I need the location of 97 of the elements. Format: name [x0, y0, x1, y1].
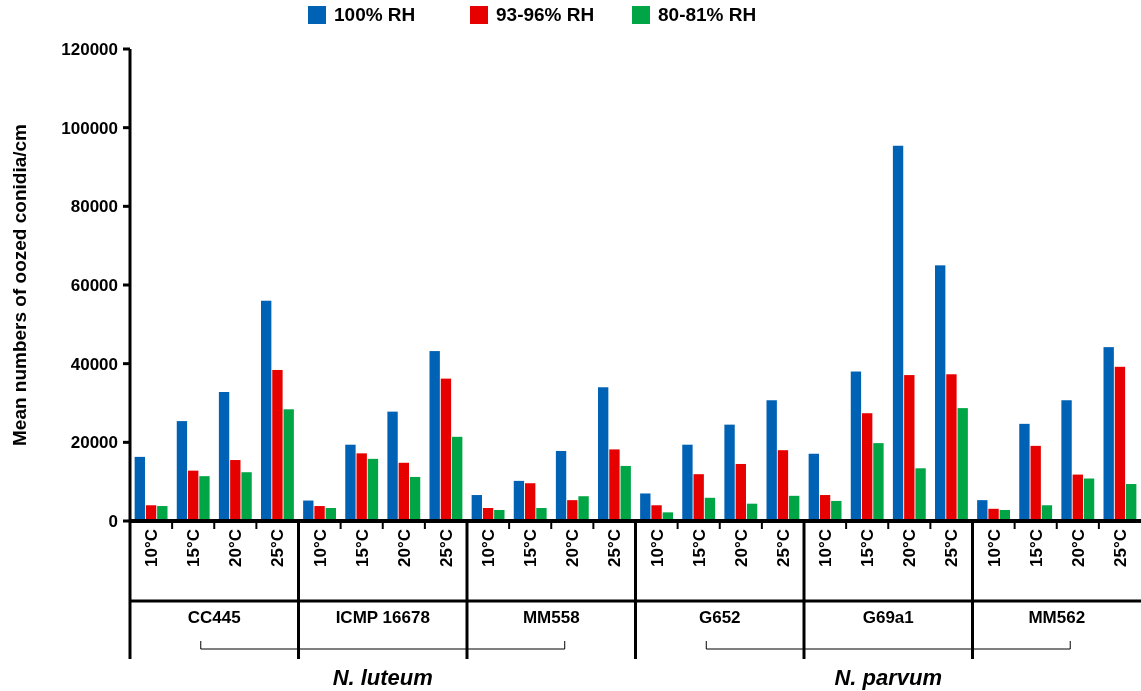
legend-label: 93-96% RH [496, 4, 595, 25]
x-tick-label: 25°C [773, 529, 793, 567]
y-tick-label: 20000 [70, 433, 118, 453]
bar [261, 300, 272, 521]
text: G69a1 [862, 608, 914, 627]
bar [1114, 366, 1126, 521]
bar [766, 400, 777, 521]
bar [1126, 484, 1137, 521]
x-tick-label: 20°C [394, 529, 414, 567]
text: G652 [698, 608, 741, 627]
x-tick-label: 20°C [1068, 529, 1088, 567]
bar [682, 444, 693, 521]
bar [525, 483, 536, 521]
x-tick-label: 25°C [436, 529, 456, 567]
y-axis-title: Mean numbers of oozed conidia/cm [9, 124, 30, 446]
bar [1030, 445, 1041, 521]
text: N. parvum [834, 664, 943, 690]
bar [429, 351, 440, 521]
bar [578, 496, 589, 521]
bar [398, 462, 409, 521]
bar [915, 468, 926, 521]
x-tick-label: 25°C [1110, 529, 1130, 567]
x-tick-label: 25°C [605, 529, 625, 567]
bar [620, 465, 631, 521]
bar [935, 265, 946, 521]
bar [230, 460, 241, 521]
x-tick-label: 20°C [226, 529, 246, 567]
text: ICMP 16678 [335, 608, 430, 627]
bar [693, 474, 704, 521]
bar [777, 450, 789, 521]
bar [176, 421, 188, 521]
x-tick-label: 15°C [184, 529, 204, 567]
bar [356, 453, 367, 521]
bar [440, 378, 452, 521]
x-tick-label: 20°C [900, 529, 920, 567]
legend-label: 80-81% RH [658, 4, 757, 25]
bar [892, 145, 904, 521]
x-tick-label: 10°C [142, 529, 162, 567]
text: N. luteum [332, 664, 433, 690]
x-tick-label: 10°C [479, 529, 499, 567]
bar [134, 456, 145, 521]
y-tick-label: 100000 [61, 118, 118, 138]
x-tick-label: 25°C [268, 529, 288, 567]
y-tick-label: 40000 [70, 354, 118, 374]
x-tick-label: 10°C [647, 529, 667, 567]
bar [808, 453, 819, 521]
bar [199, 476, 210, 521]
bar [651, 505, 662, 521]
bar [283, 409, 294, 521]
bar [850, 371, 862, 521]
bar [513, 480, 525, 521]
x-tick-label: 15°C [521, 529, 541, 567]
x-tick-label: 10°C [816, 529, 836, 567]
bar [272, 369, 283, 521]
x-tick-label: 25°C [942, 529, 962, 567]
bar [957, 408, 968, 521]
bar [452, 436, 463, 521]
text: MM562 [1028, 608, 1086, 627]
x-tick-label: 10°C [310, 529, 330, 567]
bar [598, 387, 609, 521]
bar [640, 493, 651, 521]
bar [862, 413, 873, 521]
x-tick-label: 15°C [689, 529, 709, 567]
y-tick-label: 60000 [70, 275, 118, 295]
text: CC445 [187, 608, 241, 627]
x-tick-label: 15°C [1026, 529, 1046, 567]
bar [536, 508, 547, 521]
bar [314, 506, 325, 521]
bar [904, 375, 915, 521]
y-tick-label: 80000 [70, 197, 118, 217]
bar [1019, 423, 1030, 521]
bar [1072, 474, 1083, 521]
bar [609, 449, 620, 521]
x-tick-label: 15°C [352, 529, 372, 567]
bar [188, 470, 199, 521]
text: MM558 [522, 608, 580, 627]
bar [946, 374, 957, 521]
y-tick-label: 120000 [61, 39, 118, 59]
bar [367, 458, 379, 521]
x-tick-label: 20°C [731, 529, 751, 567]
bar [241, 472, 252, 521]
bar [735, 463, 746, 521]
legend-label: 100% RH [334, 4, 416, 25]
bar [873, 443, 884, 521]
x-tick-label: 15°C [858, 529, 878, 567]
bar [345, 444, 356, 521]
bar [1083, 478, 1095, 521]
x-tick-label: 20°C [563, 529, 583, 567]
bar [218, 391, 230, 521]
bar [1061, 400, 1072, 521]
bar [387, 411, 398, 521]
bar [1103, 347, 1114, 521]
bar [724, 424, 735, 521]
y-tick-label: 0 [108, 511, 118, 531]
bar [555, 450, 567, 521]
x-tick-label: 10°C [984, 529, 1004, 567]
bar [409, 476, 421, 521]
